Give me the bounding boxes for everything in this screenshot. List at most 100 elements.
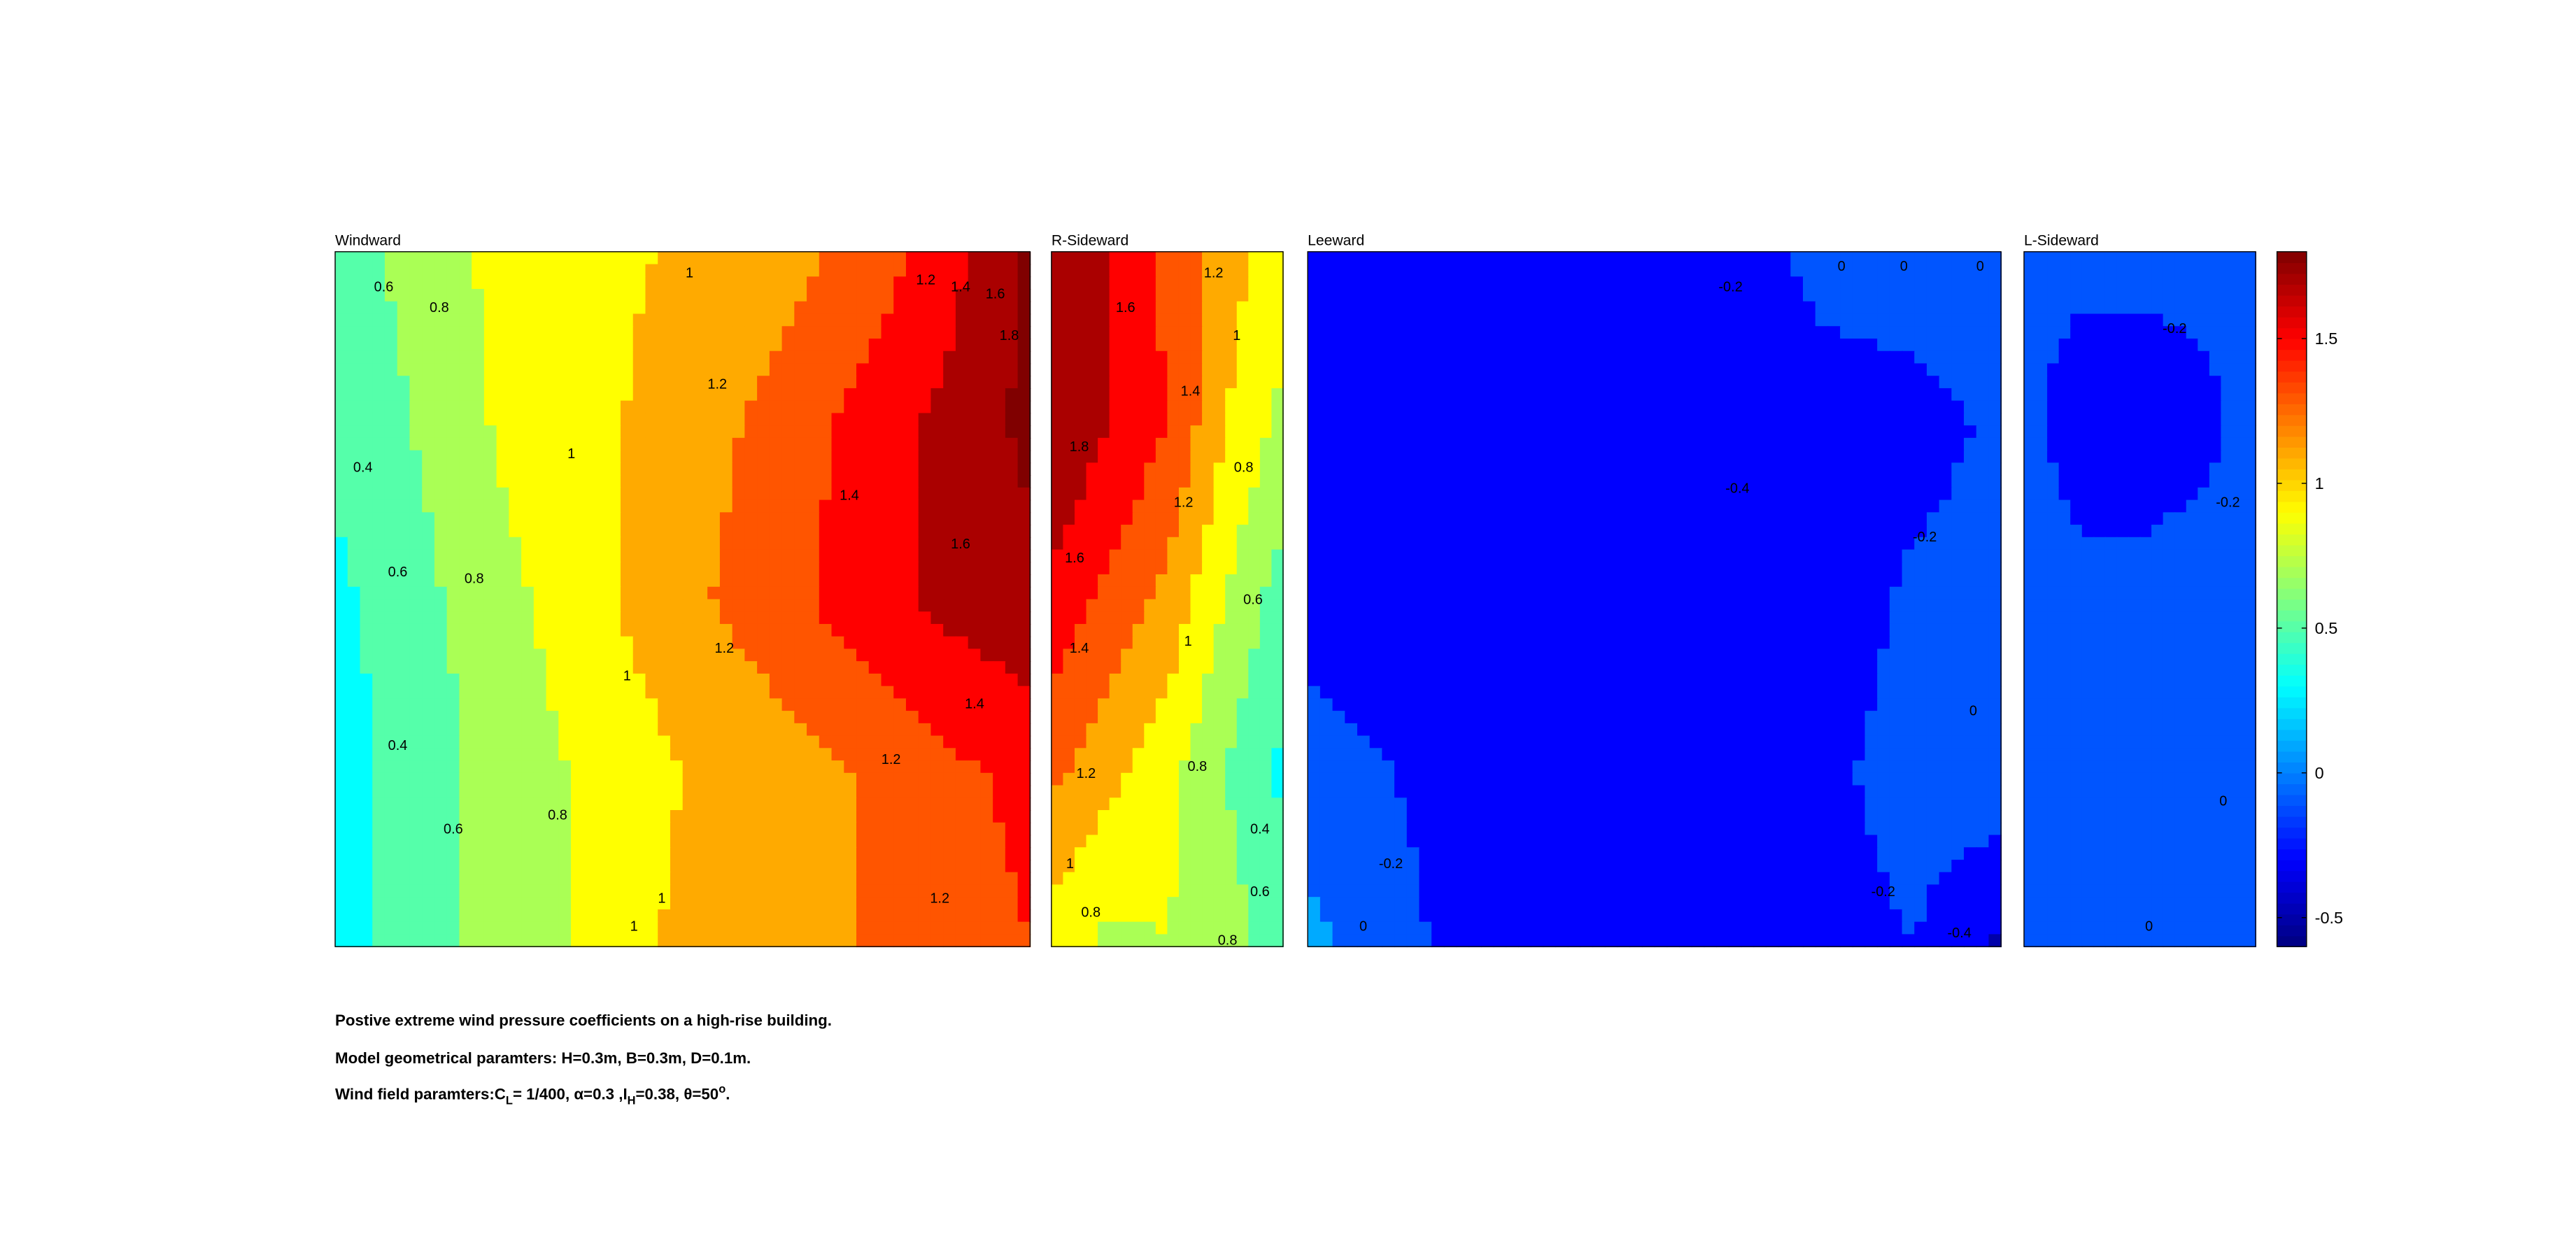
contour-cell <box>844 785 857 799</box>
contour-cell <box>608 537 621 551</box>
contour-cell <box>472 450 485 464</box>
contour-cell <box>571 686 584 700</box>
contour-cell <box>1308 376 1321 389</box>
contour-cell <box>422 326 435 339</box>
contour-cell <box>1005 562 1019 575</box>
contour-cell <box>1178 549 1191 563</box>
contour-cell <box>1167 872 1180 886</box>
contour-cell <box>807 735 820 749</box>
contour-cell <box>1109 611 1122 625</box>
contour-cell <box>670 735 684 749</box>
contour-cell <box>1271 276 1284 290</box>
contour-cell <box>707 847 721 860</box>
contour-cell <box>533 251 547 265</box>
contour-cell <box>1121 562 1133 575</box>
contour-cell <box>483 810 497 823</box>
contour-cell <box>496 413 510 427</box>
contour-cell <box>496 673 510 687</box>
contour-cell <box>744 562 758 575</box>
contour-cell <box>1271 921 1284 935</box>
contour-cell <box>384 487 398 501</box>
contour-cell <box>347 822 361 836</box>
contour-cell <box>1259 772 1273 786</box>
contour-cell <box>347 934 361 948</box>
contour-cell <box>595 400 609 414</box>
contour-cell <box>533 350 547 364</box>
contour-cell <box>881 562 895 575</box>
contour-cell <box>769 797 783 811</box>
contour-cell <box>1382 350 1395 364</box>
contour-cell <box>769 934 783 948</box>
contour-cell <box>658 835 671 849</box>
contour-cell <box>521 698 535 712</box>
contour-cell <box>496 661 510 674</box>
contour-label: 0.8 <box>1081 905 1101 920</box>
contour-cell <box>1132 475 1145 488</box>
contour-cell <box>595 785 609 799</box>
contour-cell <box>881 772 895 786</box>
contour-cell <box>1063 574 1075 588</box>
contour-cell <box>1202 648 1215 662</box>
contour-cell <box>558 797 572 811</box>
contour-cell <box>571 872 584 886</box>
contour-cell <box>483 400 497 414</box>
contour-cell <box>335 251 348 265</box>
contour-cell <box>1005 847 1019 860</box>
contour-cell <box>434 797 448 811</box>
contour-cell <box>571 698 584 712</box>
contour-cell <box>1144 537 1156 551</box>
contour-cell <box>1308 326 1321 339</box>
contour-cell <box>1976 313 1990 327</box>
contour-cell <box>620 636 634 650</box>
contour-cell <box>1005 338 1019 352</box>
contour-cell <box>757 350 770 364</box>
contour-cell <box>1248 611 1261 625</box>
contour-cell <box>1480 338 1494 352</box>
contour-cell <box>732 525 746 538</box>
contour-cell <box>509 450 523 464</box>
contour-cell <box>1155 748 1168 761</box>
contour-cell <box>496 599 510 613</box>
contour-cell <box>968 413 982 427</box>
contour-cell <box>645 661 659 674</box>
contour-cell <box>1654 301 1668 315</box>
contour-cell <box>1051 289 1064 302</box>
contour-cell <box>496 723 510 737</box>
contour-cell <box>707 723 721 737</box>
contour-cell <box>1098 748 1110 761</box>
contour-cell <box>360 264 374 278</box>
contour-cell <box>1063 872 1075 886</box>
contour-cell <box>1728 276 1742 290</box>
contour-cell <box>632 686 646 700</box>
contour-cell <box>757 723 770 737</box>
contour-cell <box>844 673 857 687</box>
contour-cell <box>1190 338 1203 352</box>
contour-cell <box>608 884 621 898</box>
contour-cell <box>571 338 584 352</box>
contour-cell <box>794 810 807 823</box>
contour-cell <box>446 711 460 724</box>
contour-cell <box>893 884 907 898</box>
contour-cell <box>1109 574 1122 588</box>
contour-cell <box>918 251 932 265</box>
contour-cell <box>608 934 621 948</box>
contour-cell <box>483 586 497 600</box>
contour-cell <box>807 289 820 302</box>
contour-cell <box>918 363 932 377</box>
contour-cell <box>856 772 870 786</box>
contour-cell <box>1225 611 1238 625</box>
contour-cell <box>1271 313 1284 327</box>
contour-cell <box>757 537 770 551</box>
contour-cell <box>1271 475 1284 488</box>
contour-cell <box>1178 437 1191 451</box>
contour-cell <box>1271 562 1284 575</box>
contour-cell <box>422 462 435 476</box>
contour-cell <box>434 512 448 525</box>
contour-cell <box>571 599 584 613</box>
contour-cell <box>1063 835 1075 849</box>
contour-cell <box>1741 376 1755 389</box>
contour-cell <box>1074 363 1087 377</box>
contour-cell <box>1691 376 1705 389</box>
contour-cell <box>1213 326 1226 339</box>
contour-cell <box>955 884 969 898</box>
